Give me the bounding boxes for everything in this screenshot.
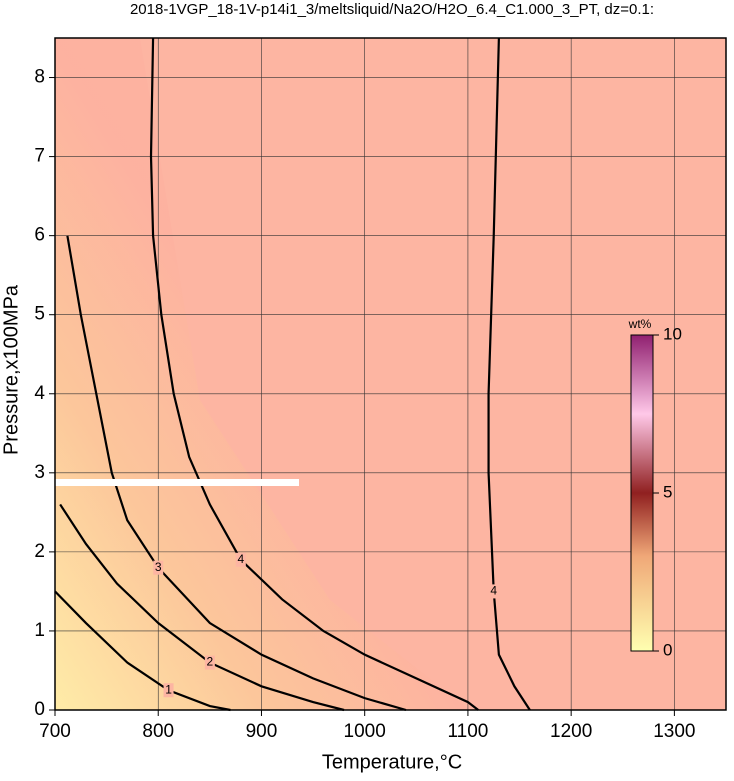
colorbar-tick-label: 0 xyxy=(663,640,672,659)
contour-label-bg xyxy=(235,552,246,567)
contour-line xyxy=(54,590,231,712)
y-tick-label: 7 xyxy=(34,146,45,167)
chart-title: 2018-1VGP_18-1V-p14i1_3/meltsliquid/Na2O… xyxy=(130,1,654,18)
colorbar-tick-label: 5 xyxy=(663,482,672,501)
contour-label-bg xyxy=(488,584,499,599)
y-tick-label: 8 xyxy=(34,67,45,88)
contour-label: 4 xyxy=(490,584,497,598)
contour-line xyxy=(487,37,531,711)
contour-label-bg xyxy=(153,560,164,575)
x-axis-label: Temperature,°C xyxy=(322,751,462,773)
x-tick-label: 1000 xyxy=(344,721,386,742)
colorbar-label: wt% xyxy=(628,317,652,331)
y-tick-label: 3 xyxy=(34,462,45,483)
contour-label: 1 xyxy=(165,682,172,696)
contour-label: 3 xyxy=(155,560,162,574)
x-tick-label: 1300 xyxy=(653,721,695,742)
contour-line xyxy=(59,503,345,712)
y-tick-label: 0 xyxy=(34,699,45,720)
y-tick-label: 5 xyxy=(34,304,45,325)
x-tick-label: 1100 xyxy=(447,721,488,742)
contour-label-bg xyxy=(163,683,174,698)
white-bar xyxy=(55,479,299,486)
colorbar-tick-label: 10 xyxy=(663,324,682,343)
x-tick-label: 900 xyxy=(246,721,278,742)
x-tick-label: 1200 xyxy=(550,721,592,742)
colorbar xyxy=(630,334,654,652)
contour-line xyxy=(149,37,479,711)
y-tick-label: 6 xyxy=(34,225,45,246)
y-axis-label: Pressure,x100MPa xyxy=(0,284,22,455)
plot-frame xyxy=(54,37,727,711)
y-tick-label: 2 xyxy=(34,541,45,562)
contour-label-bg xyxy=(204,655,215,670)
field-shade xyxy=(55,38,470,710)
contour-label: 4 xyxy=(237,552,244,566)
x-tick-label: 700 xyxy=(39,721,71,742)
contour-label: 2 xyxy=(207,655,214,669)
x-tick-label: 800 xyxy=(142,721,174,742)
y-tick-label: 4 xyxy=(34,383,45,404)
y-tick-label: 1 xyxy=(34,620,45,641)
